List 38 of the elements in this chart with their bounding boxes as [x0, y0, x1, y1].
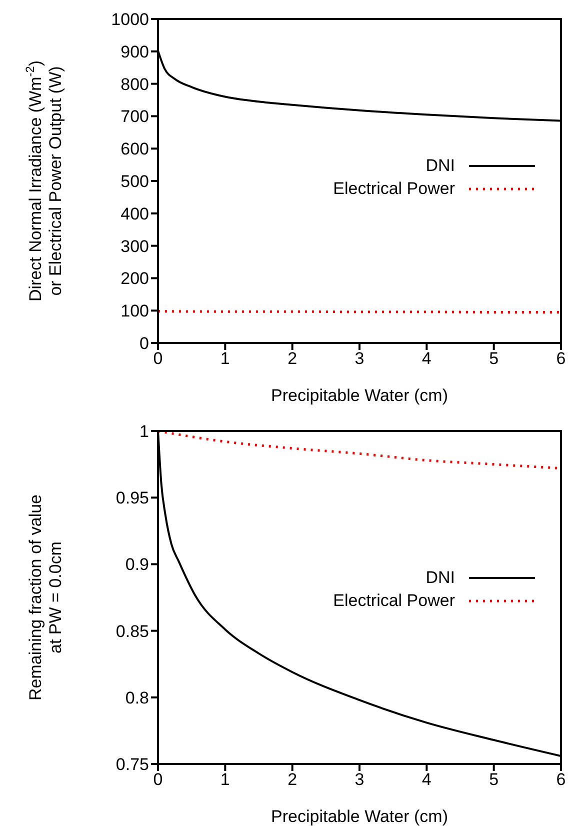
y-tick-label: 400: [120, 204, 149, 224]
y-tick-label: 1: [140, 422, 149, 442]
y-axis-title: Remaining fraction of value at PW = 0.0cm: [26, 494, 65, 701]
x-tick-label: 5: [489, 770, 499, 790]
y-tick-label: 0.85: [116, 622, 149, 641]
legend-label: DNI: [426, 568, 455, 588]
x-tick-label: 6: [556, 770, 566, 790]
y-tick-label: 0.75: [116, 755, 149, 774]
y-tick-label: 900: [120, 42, 149, 62]
x-axis-title: Precipitable Water (cm): [271, 386, 448, 405]
y-tick-label: 200: [120, 269, 149, 288]
x-tick-label: 1: [220, 349, 230, 368]
x-tick-label: 4: [422, 770, 432, 790]
y-tick-label: 600: [120, 140, 149, 159]
y-tick-label: 100: [120, 302, 149, 321]
x-tick-label: 3: [354, 770, 364, 790]
x-tick-label: 0: [153, 770, 163, 790]
y-tick-label: 0: [140, 334, 149, 354]
x-axis-title: Precipitable Water (cm): [271, 807, 448, 826]
y-tick-label: 1000: [111, 10, 149, 30]
y-tick-label: 700: [120, 107, 149, 126]
x-tick-label: 1: [220, 770, 230, 790]
x-tick-label: 2: [288, 349, 298, 368]
y-tick-label: 0.95: [116, 488, 149, 508]
x-tick-label: 5: [489, 349, 499, 368]
y-tick-label: 500: [120, 172, 149, 192]
legend-label: Electrical Power: [333, 178, 455, 198]
x-tick-label: 0: [153, 349, 163, 368]
y-tick-label: 800: [120, 74, 149, 94]
y-tick-label: 0.8: [125, 688, 149, 708]
x-tick-label: 4: [422, 349, 432, 368]
x-tick-label: 3: [354, 349, 364, 368]
legend-label: Electrical Power: [333, 590, 455, 610]
x-tick-label: 6: [556, 349, 566, 368]
y-tick-label: 0.9: [125, 555, 149, 574]
y-tick-label: 300: [120, 236, 149, 256]
x-tick-label: 2: [288, 770, 298, 790]
legend-label: DNI: [426, 156, 455, 176]
